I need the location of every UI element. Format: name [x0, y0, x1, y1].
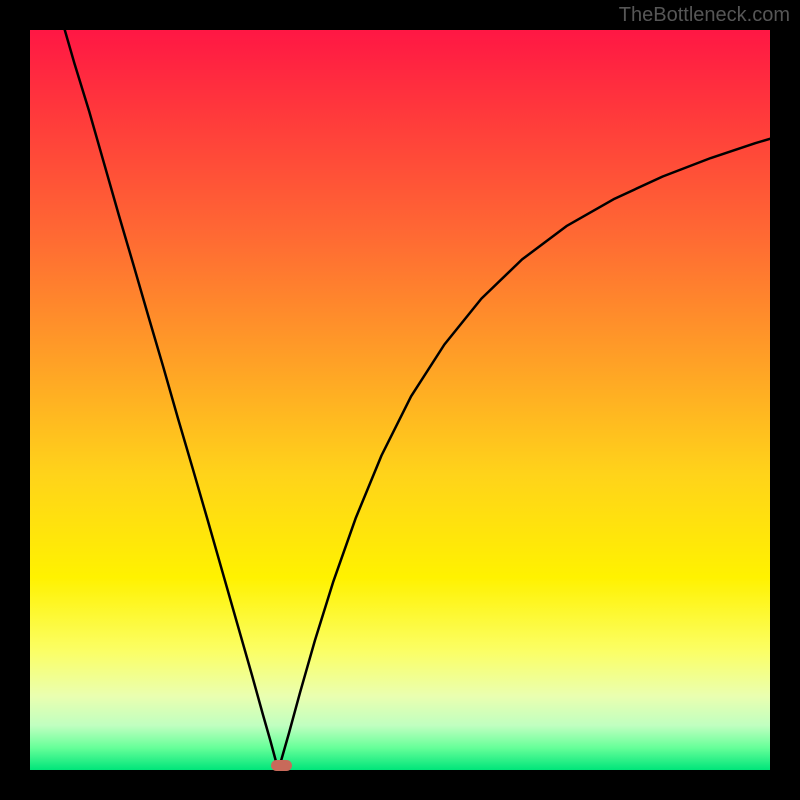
plot-area [30, 30, 770, 770]
gradient-background [30, 30, 770, 770]
watermark-text: TheBottleneck.com [619, 4, 790, 27]
frame-bottom [0, 770, 800, 800]
frame-left [0, 0, 30, 800]
chart-container: TheBottleneck.com [0, 0, 800, 800]
plot-svg [30, 30, 770, 770]
minimum-marker [271, 760, 292, 771]
frame-right [770, 0, 800, 800]
